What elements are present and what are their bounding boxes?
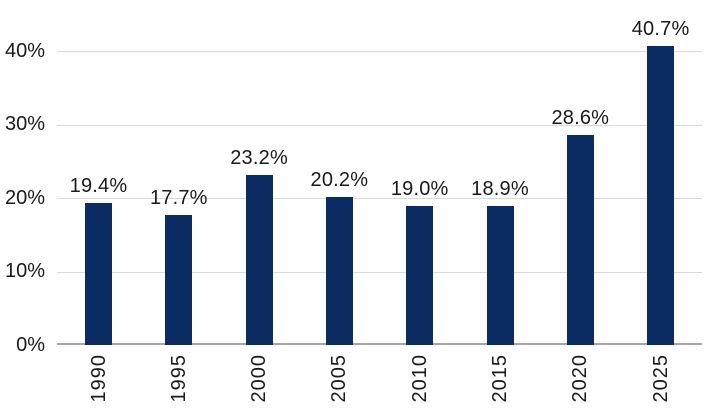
bar: [406, 205, 434, 345]
x-axis-tick-label: 1995: [167, 354, 190, 403]
y-axis-tick-label: 20%: [4, 186, 45, 209]
y-axis-tick-label: 0%: [16, 333, 45, 356]
y-axis-tick-label: 30%: [4, 113, 45, 136]
x-axis-tick-label: 2015: [489, 354, 511, 403]
x-axis-line: [57, 343, 702, 345]
bar-value-label: 20.2%: [310, 168, 369, 191]
x-axis-tick-label: 2020: [569, 354, 592, 403]
bar: [486, 206, 514, 345]
bar: [325, 196, 353, 345]
bar-value-label: 23.2%: [230, 146, 288, 169]
bar: [85, 202, 112, 345]
x-axis-tick-label: 2025: [649, 354, 672, 403]
bar: [165, 215, 193, 345]
bar-value-label: 40.7%: [631, 18, 690, 41]
gridline: [57, 272, 702, 273]
gridline: [57, 125, 702, 126]
bar-value-label: 19.4%: [69, 174, 128, 197]
bar: [647, 46, 675, 345]
x-axis-tick-label: 2000: [248, 354, 271, 403]
y-axis-tick-label: 40%: [4, 39, 45, 62]
bar-value-label: 28.6%: [551, 107, 610, 130]
bar-value-label: 18.9%: [471, 178, 529, 201]
gridline: [57, 198, 702, 199]
x-axis-tick-label: 2010: [408, 354, 431, 403]
x-axis-tick-label: 2005: [328, 354, 351, 403]
bar-value-label: 19.0%: [390, 177, 449, 200]
bar: [245, 174, 273, 345]
gridline: [57, 51, 702, 52]
bar-value-label: 17.7%: [149, 187, 208, 210]
y-axis-tick-label: 10%: [4, 260, 45, 283]
bar: [566, 135, 594, 345]
x-axis-tick-label: 1990: [87, 354, 110, 403]
